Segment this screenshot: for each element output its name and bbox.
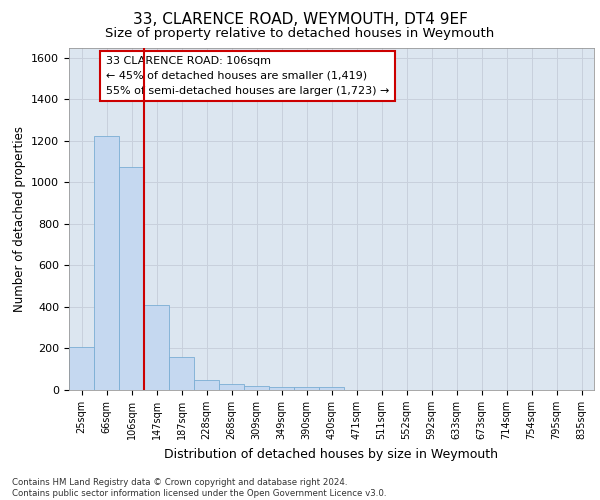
Bar <box>69 348 94 390</box>
Bar <box>144 305 169 390</box>
Text: Contains HM Land Registry data © Crown copyright and database right 2024.
Contai: Contains HM Land Registry data © Crown c… <box>12 478 386 498</box>
Bar <box>269 387 294 390</box>
Bar <box>319 387 344 390</box>
Bar <box>244 386 269 390</box>
Bar <box>219 384 244 390</box>
Bar <box>294 387 319 390</box>
X-axis label: Distribution of detached houses by size in Weymouth: Distribution of detached houses by size … <box>164 448 499 460</box>
Y-axis label: Number of detached properties: Number of detached properties <box>13 126 26 312</box>
Bar <box>194 380 219 390</box>
Text: 33, CLARENCE ROAD, WEYMOUTH, DT4 9EF: 33, CLARENCE ROAD, WEYMOUTH, DT4 9EF <box>133 12 467 28</box>
Text: 33 CLARENCE ROAD: 106sqm
← 45% of detached houses are smaller (1,419)
55% of sem: 33 CLARENCE ROAD: 106sqm ← 45% of detach… <box>106 56 389 96</box>
Text: Size of property relative to detached houses in Weymouth: Size of property relative to detached ho… <box>106 28 494 40</box>
Bar <box>119 167 144 390</box>
Bar <box>94 136 119 390</box>
Bar <box>169 357 194 390</box>
